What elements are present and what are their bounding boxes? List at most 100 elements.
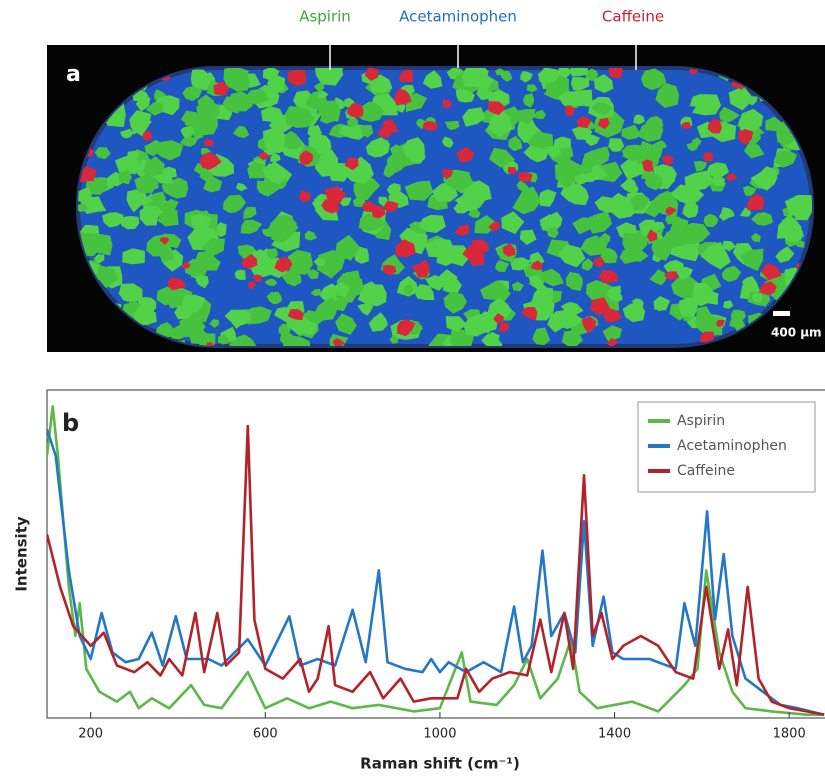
particle	[314, 68, 344, 86]
particle	[78, 203, 88, 213]
particle	[383, 201, 399, 212]
particle	[270, 152, 281, 162]
particle	[261, 229, 274, 238]
particle	[751, 292, 763, 303]
particle	[598, 270, 618, 284]
particle	[445, 120, 460, 131]
particle	[723, 300, 734, 309]
particle	[560, 301, 584, 316]
particle	[587, 216, 600, 231]
particle	[338, 124, 356, 138]
particle	[591, 102, 613, 115]
particle	[179, 134, 198, 147]
particle	[522, 110, 535, 122]
particle	[94, 147, 111, 160]
particle	[265, 135, 286, 154]
particle	[535, 300, 555, 319]
particle	[702, 151, 714, 162]
particle	[654, 190, 677, 210]
particle	[503, 243, 516, 257]
particle	[180, 126, 194, 138]
particle	[487, 101, 507, 116]
particle	[147, 101, 162, 114]
particle	[159, 198, 179, 215]
particle	[761, 263, 782, 281]
particle	[206, 153, 235, 177]
particle	[691, 137, 702, 146]
particle	[120, 128, 134, 139]
particle	[590, 297, 610, 316]
particle	[519, 124, 537, 140]
particle	[184, 258, 209, 277]
scale-bar-label: 400 µm	[771, 326, 822, 340]
legend-label: Aspirin	[677, 413, 725, 429]
particle	[703, 213, 719, 228]
particle	[661, 155, 674, 166]
particle	[629, 183, 639, 195]
particle	[159, 95, 180, 116]
particle	[441, 136, 454, 148]
particle	[490, 339, 503, 346]
particle	[240, 219, 263, 234]
particle	[602, 325, 622, 342]
particle	[442, 99, 452, 109]
particle	[495, 260, 510, 272]
particle	[738, 129, 754, 146]
particle	[267, 72, 286, 95]
particle	[360, 124, 374, 138]
particle	[284, 136, 303, 150]
particle	[523, 145, 549, 163]
particle	[413, 284, 435, 300]
particle	[511, 281, 524, 292]
particle	[358, 213, 386, 232]
particle	[335, 234, 361, 261]
particle	[401, 95, 412, 104]
particle	[468, 209, 481, 218]
particle	[586, 146, 610, 165]
y-axis-label: Intensity	[13, 516, 31, 592]
particle	[199, 168, 215, 182]
particle	[652, 140, 667, 150]
particle	[307, 125, 322, 140]
particle	[199, 151, 222, 170]
particle	[310, 288, 322, 297]
particle	[571, 125, 593, 141]
particle	[347, 117, 359, 128]
particle	[445, 245, 472, 267]
particle	[750, 232, 761, 243]
particle	[462, 244, 484, 259]
particle	[251, 262, 274, 277]
particle	[500, 70, 513, 82]
particle	[558, 68, 572, 79]
particle	[240, 254, 258, 269]
particle	[456, 146, 475, 163]
particle	[758, 281, 777, 296]
particle	[565, 271, 583, 292]
series-line	[47, 424, 825, 716]
particle	[127, 151, 139, 160]
particle	[608, 68, 624, 79]
particle	[97, 264, 119, 289]
particle	[731, 309, 746, 321]
particle	[461, 68, 494, 90]
particle	[266, 291, 282, 305]
particle	[722, 240, 736, 252]
particle	[403, 283, 414, 296]
particle	[554, 159, 585, 189]
particle	[692, 94, 722, 116]
particle	[445, 316, 467, 332]
particle	[567, 89, 593, 107]
particle	[155, 322, 175, 338]
particle	[593, 74, 614, 93]
particle	[706, 162, 729, 178]
particle	[234, 269, 246, 280]
plot-area	[47, 405, 825, 716]
particle	[233, 310, 251, 326]
particle	[577, 115, 592, 129]
particle	[793, 239, 805, 248]
particle	[751, 212, 773, 226]
particle	[182, 85, 203, 102]
particle	[539, 211, 563, 231]
particle	[233, 125, 250, 139]
particle	[304, 230, 318, 241]
